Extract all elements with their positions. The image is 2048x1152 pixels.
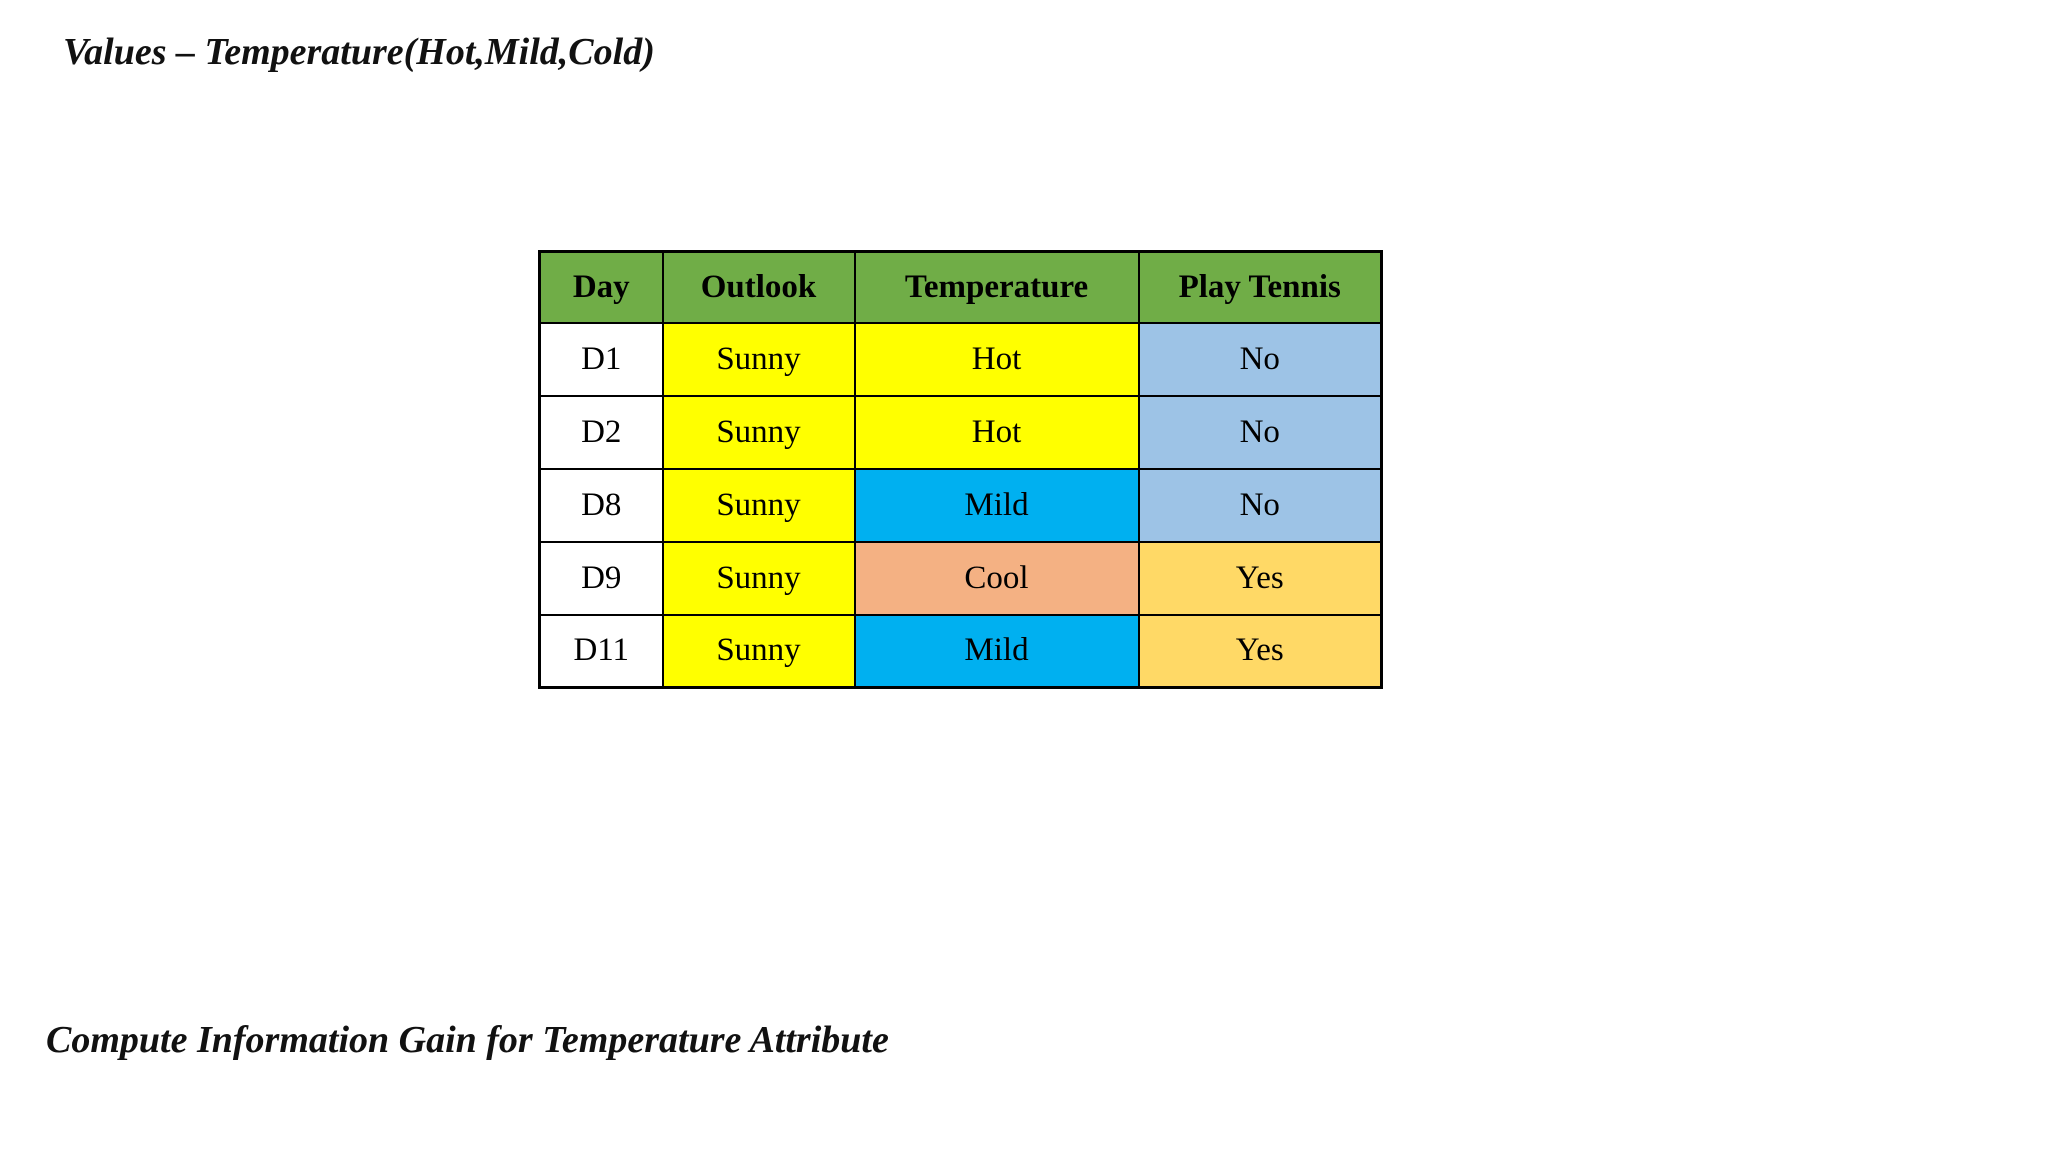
cell-outlook: Sunny [661,394,856,470]
table-row: D2 Sunny Hot No [538,394,1383,470]
table-row: D9 Sunny Cool Yes [538,540,1383,616]
cell-day: D9 [538,540,664,616]
cell-play-tennis: Yes [1137,613,1383,689]
column-header-day: Day [538,250,664,324]
table-row: D8 Sunny Mild No [538,467,1383,543]
table-row: D11 Sunny Mild Yes [538,613,1383,689]
header-row: Day Outlook Temperature Play Tennis [538,250,1383,324]
cell-play-tennis: No [1137,394,1383,470]
instruction-text: Compute Information Gain for Temperature… [46,1019,889,1061]
cell-temperature: Hot [853,321,1140,397]
column-header-outlook: Outlook [661,250,856,324]
cell-temperature: Cool [853,540,1140,616]
cell-day: D2 [538,394,664,470]
column-header-temperature: Temperature [853,250,1140,324]
cell-temperature: Hot [853,394,1140,470]
cell-outlook: Sunny [661,321,856,397]
table-row: D1 Sunny Hot No [538,321,1383,397]
play-tennis-table: Day Outlook Temperature Play Tennis D1 S… [538,250,1383,689]
column-header-play-tennis: Play Tennis [1137,250,1383,324]
cell-day: D11 [538,613,664,689]
cell-day: D1 [538,321,664,397]
cell-outlook: Sunny [661,540,856,616]
cell-day: D8 [538,467,664,543]
cell-outlook: Sunny [661,613,856,689]
cell-outlook: Sunny [661,467,856,543]
cell-play-tennis: Yes [1137,540,1383,616]
cell-play-tennis: No [1137,321,1383,397]
cell-temperature: Mild [853,467,1140,543]
cell-play-tennis: No [1137,467,1383,543]
cell-temperature: Mild [853,613,1140,689]
page-title: Values – Temperature(Hot,Mild,Cold) [63,31,655,73]
